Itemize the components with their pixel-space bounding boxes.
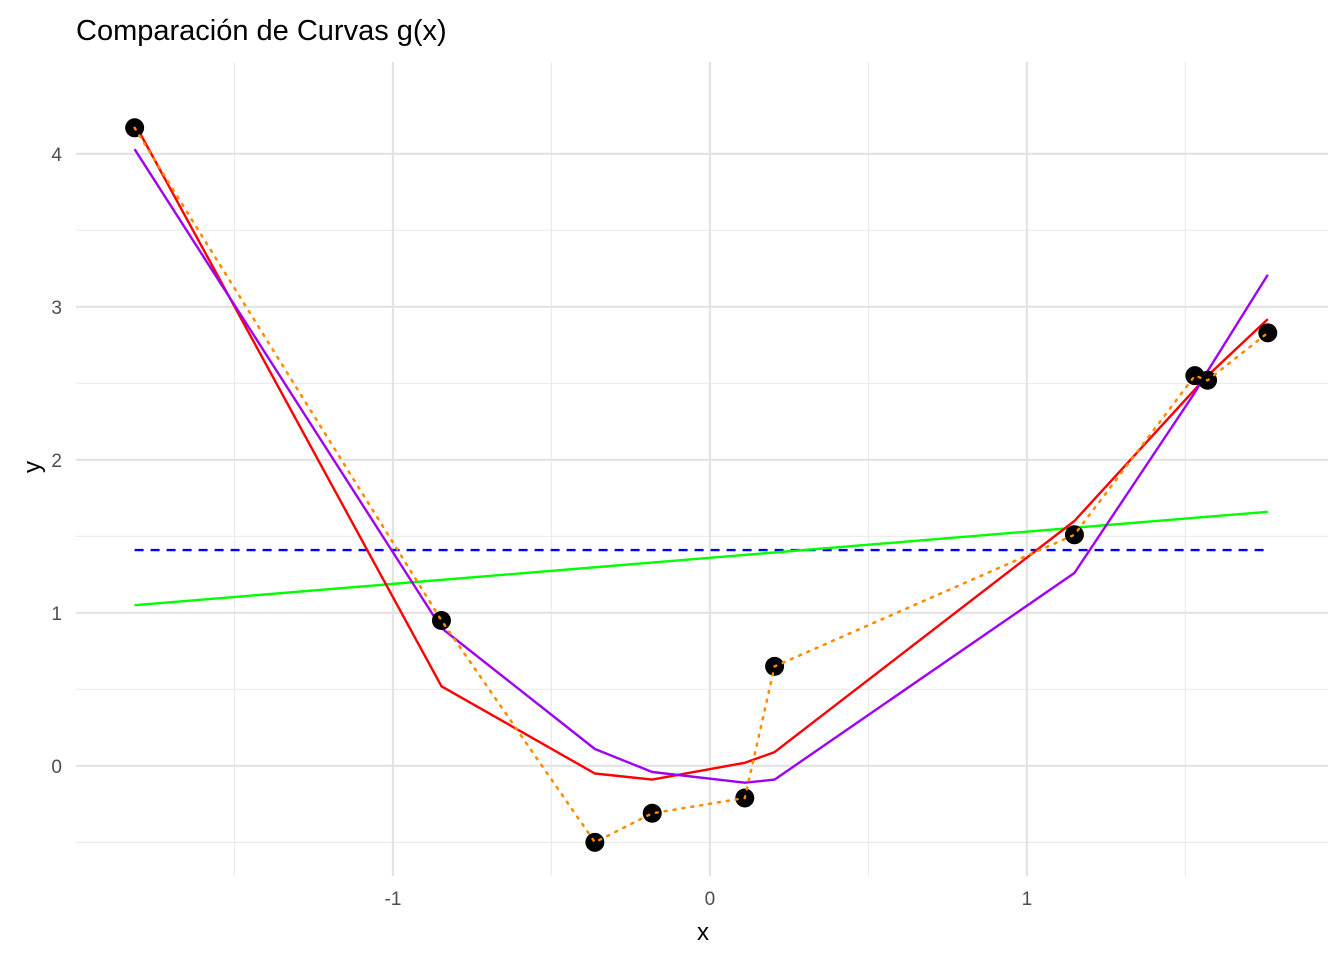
- data-point-9: [1258, 323, 1278, 343]
- y-tick-label-1: 1: [51, 604, 62, 625]
- x-tick-label-2: 1: [1022, 889, 1033, 910]
- series-layer: [133, 122, 1270, 844]
- points-layer: [125, 118, 1278, 852]
- y-axis-title: y: [19, 461, 46, 473]
- y-tick-labels: 0 1 2 3 4: [51, 145, 62, 778]
- data-point-1: [431, 610, 451, 630]
- data-point-2: [585, 832, 605, 852]
- x-tick-labels: -1 0 1: [385, 889, 1033, 910]
- y-tick-label-2: 2: [51, 451, 62, 472]
- series-line-0: [133, 126, 1270, 844]
- series-line-2: [134, 510, 1268, 607]
- series-line-4: [133, 148, 1269, 784]
- y-tick-label-3: 3: [51, 298, 62, 319]
- y-tick-label-4: 4: [51, 145, 62, 166]
- y-tick-label-0: 0: [51, 757, 62, 778]
- minor-grid: [76, 62, 1328, 876]
- series-line-dotted-overlay: [133, 126, 1270, 844]
- chart-title: Comparación de Curvas g(x): [76, 15, 447, 47]
- x-tick-label-1: 0: [705, 889, 716, 910]
- x-tick-label-0: -1: [385, 889, 402, 910]
- x-axis-title: x: [697, 919, 709, 946]
- data-point-6: [1064, 525, 1084, 545]
- series-line-3: [133, 122, 1269, 781]
- major-grid: [76, 62, 1328, 876]
- data-point-3: [642, 803, 662, 823]
